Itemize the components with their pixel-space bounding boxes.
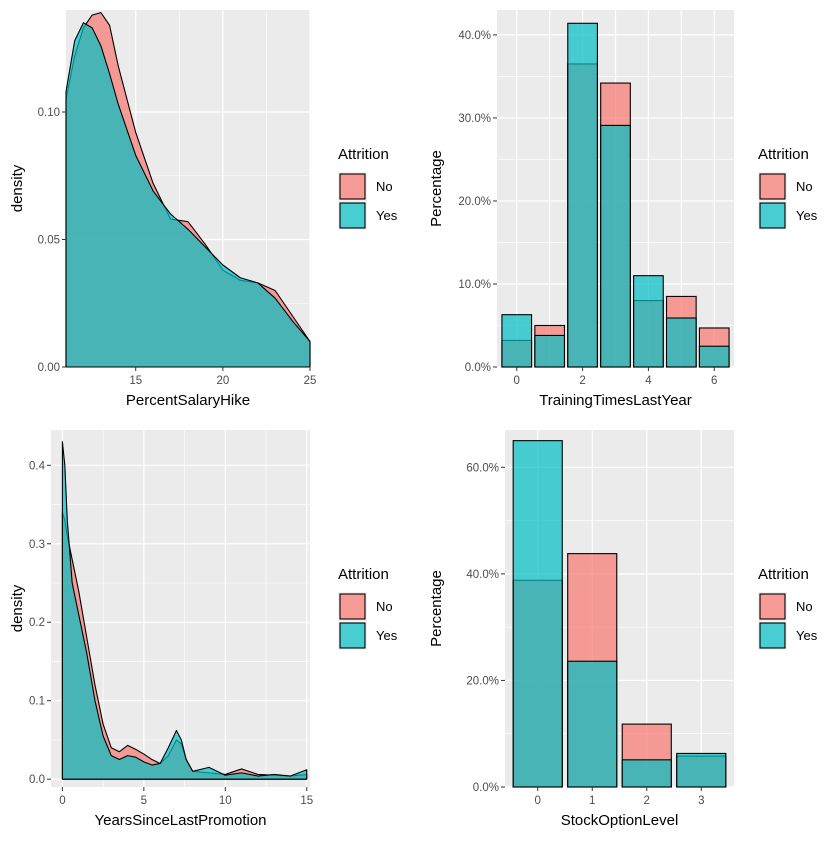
bar-yes-0[interactable]	[512, 440, 563, 788]
legend-title: Attrition	[338, 146, 389, 163]
legend-key-no[interactable]	[339, 593, 366, 620]
y-tick-label: 0.0	[29, 774, 45, 786]
y-tick-label: 30.0%	[458, 113, 491, 125]
bar-yes-4[interactable]	[633, 275, 664, 368]
legend-key-yes[interactable]	[339, 622, 366, 649]
y-tick-label: 0.00	[38, 362, 60, 374]
y-tick-label: 0.05	[38, 235, 60, 247]
legend-label-no: No	[376, 599, 393, 614]
x-tick-label: 0	[535, 795, 541, 807]
legend-key-yes[interactable]	[339, 202, 366, 229]
legend-label-yes: Yes	[796, 208, 818, 223]
x-tick-label: 6	[711, 375, 717, 387]
x-tick-label: 3	[698, 795, 704, 807]
legend-title: Attrition	[758, 566, 809, 583]
legend-key-yes[interactable]	[759, 202, 786, 229]
chart-panel-3: 0.0 0.1 0.2 0.3 0.4 0 5 10 15 YearsSinceLastPromo…	[9, 430, 398, 829]
bar-yes-3[interactable]	[600, 124, 631, 368]
y-axis-title: density	[9, 584, 26, 632]
series-yes	[512, 440, 727, 788]
density-area-yes[interactable]	[61, 441, 308, 780]
y-tick-label: 20.0%	[466, 675, 499, 687]
chart-panel-1: 0.00 0.05 0.10 15 20 25 PercentSalaryHike densi…	[9, 10, 398, 409]
x-tick-label: 0	[514, 375, 520, 387]
legend-label-no: No	[376, 179, 393, 194]
x-tick-label: 25	[304, 375, 317, 387]
y-tick-label: 0.0%	[473, 782, 499, 794]
y-tick-label: 0.4	[29, 460, 46, 472]
bar-yes-3[interactable]	[676, 752, 727, 788]
chart-panel-4: 0.0% 20.0% 40.0% 60.0% 0 1 2 3 StockOptionLevel P…	[428, 430, 818, 829]
legend-title: Attrition	[758, 146, 809, 163]
y-tick-label: 40.0%	[458, 30, 491, 42]
x-tick-label: 20	[216, 375, 229, 387]
x-tick-label: 15	[129, 375, 142, 387]
y-tick-label: 60.0%	[466, 462, 499, 474]
y-tick-label: 0.1	[29, 696, 45, 708]
y-tick-label: 0.10	[38, 107, 60, 119]
legend-label-no: No	[796, 179, 813, 194]
y-tick-label: 10.0%	[458, 279, 491, 291]
y-tick-label: 20.0%	[458, 196, 491, 208]
bar-yes-2[interactable]	[567, 22, 598, 368]
legend: Attrition No Yes	[338, 566, 398, 650]
bar-yes-1[interactable]	[567, 660, 618, 788]
axes: 0.0% 10.0% 20.0% 30.0% 40.0% 0 2 4 6	[458, 30, 717, 387]
legend-title: Attrition	[338, 566, 389, 583]
y-tick-label: 40.0%	[466, 569, 499, 581]
y-axis-title: Percentage	[428, 150, 445, 227]
legend-key-yes[interactable]	[759, 622, 786, 649]
bar-yes-6[interactable]	[698, 345, 730, 368]
axes: 0.00 0.05 0.10 15 20 25	[38, 107, 317, 387]
bar-yes-1[interactable]	[534, 334, 566, 368]
legend: Attrition No Yes	[758, 146, 818, 230]
x-tick-label: 1	[589, 795, 595, 807]
x-axis-title: TrainingTimesLastYear	[539, 392, 692, 409]
x-tick-label: 0	[59, 795, 65, 807]
y-tick-label: 0.0%	[465, 362, 491, 374]
density-area-yes[interactable]	[65, 22, 311, 368]
bar-yes-0[interactable]	[501, 314, 533, 368]
x-tick-label: 5	[141, 795, 147, 807]
chart-panel-2: 0.0% 10.0% 20.0% 30.0% 40.0% 0 2 4 6 TrainingTime…	[428, 10, 818, 409]
x-tick-label: 10	[219, 795, 232, 807]
legend-key-no[interactable]	[759, 593, 786, 620]
y-tick-label: 0.3	[29, 539, 45, 551]
series-yes	[65, 22, 311, 368]
y-axis-title: Percentage	[428, 570, 445, 647]
y-tick-label: 0.2	[29, 617, 45, 629]
legend-key-no[interactable]	[339, 173, 366, 200]
series-yes	[501, 22, 730, 368]
legend-label-yes: Yes	[376, 208, 398, 223]
legend-key-no[interactable]	[759, 173, 786, 200]
legend-label-yes: Yes	[796, 628, 818, 643]
axes: 0.0 0.1 0.2 0.3 0.4 0 5 10 15	[29, 460, 313, 807]
legend: Attrition No Yes	[758, 566, 818, 650]
bar-yes-5[interactable]	[665, 317, 697, 368]
x-tick-label: 15	[300, 795, 313, 807]
legend: Attrition No Yes	[338, 146, 398, 230]
x-axis-title: YearsSinceLastPromotion	[94, 812, 266, 829]
minor-grid	[51, 430, 310, 787]
bar-yes-2[interactable]	[621, 759, 672, 788]
x-axis-title: PercentSalaryHike	[126, 392, 250, 409]
series-yes	[61, 441, 308, 780]
x-axis-title: StockOptionLevel	[561, 812, 679, 829]
x-tick-label: 2	[644, 795, 650, 807]
x-tick-label: 2	[579, 375, 585, 387]
legend-label-yes: Yes	[376, 628, 398, 643]
y-axis-title: density	[9, 164, 26, 212]
x-tick-label: 4	[645, 375, 652, 387]
legend-label-no: No	[796, 599, 813, 614]
axes: 0.0% 20.0% 40.0% 60.0% 0 1 2 3	[466, 462, 704, 807]
